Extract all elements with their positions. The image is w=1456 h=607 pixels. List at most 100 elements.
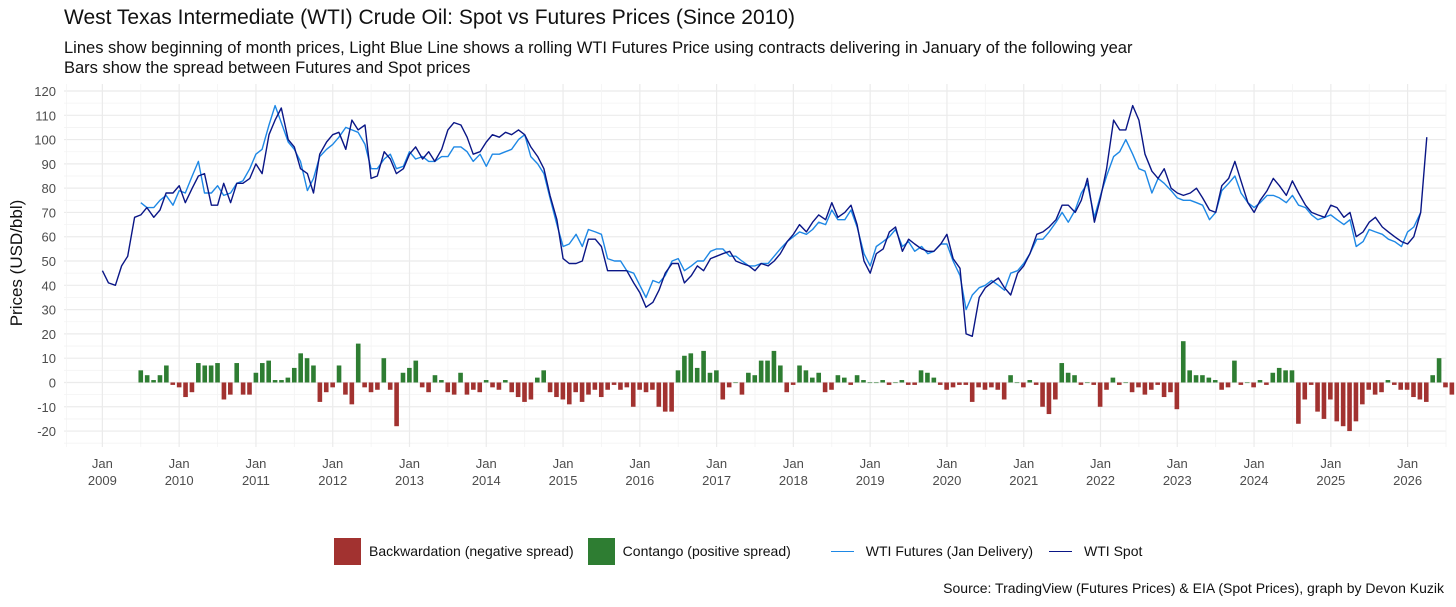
contango-bar [157, 375, 163, 383]
contango-bar [1276, 367, 1282, 383]
x-tick-year: 2024 [1240, 473, 1269, 488]
backwardation-bar [1340, 382, 1346, 427]
backwardation-bar [554, 382, 559, 398]
contango-bar [707, 372, 713, 383]
backwardation-bar [643, 382, 649, 393]
backwardation-bar [464, 382, 470, 395]
contango-bar [771, 350, 777, 383]
x-tick-month: Jan [1013, 456, 1034, 471]
backwardation-bar [598, 382, 604, 398]
backwardation-bar [912, 382, 917, 385]
legend-item-futures: WTI Futures (Jan Delivery) [829, 538, 1033, 565]
x-tick-year: 2011 [242, 473, 270, 488]
contango-bar [1430, 375, 1435, 383]
contango-bar [1027, 380, 1033, 383]
contango-bar [215, 363, 220, 383]
contango-bar [714, 370, 719, 383]
x-tick-year: 2017 [702, 473, 731, 488]
backwardation-bar [1053, 382, 1058, 400]
y-tick-label: -20 [37, 424, 56, 439]
contango-bar [1085, 382, 1090, 384]
backwardation-bar [1142, 382, 1148, 395]
contango-bar [1212, 380, 1218, 383]
x-tick-month: Jan [169, 456, 190, 471]
backwardation-bar [611, 382, 617, 385]
x-tick-year: 2013 [395, 473, 424, 488]
x-tick-year: 2023 [1163, 473, 1192, 488]
backwardation-bar [330, 382, 335, 388]
backwardation-bar [618, 382, 623, 390]
backwardation-bar [989, 382, 994, 388]
backwardation-bar [349, 382, 355, 405]
y-tick-label: 0 [49, 375, 56, 390]
contango-bar [925, 372, 930, 383]
y-tick-label: 50 [42, 254, 56, 269]
backwardation-bar [1347, 382, 1352, 432]
subtitle-line-2: Bars show the spread between Futures and… [64, 59, 471, 77]
backwardation-bar [362, 382, 367, 388]
x-tick-month: Jan [399, 456, 420, 471]
backwardation-bar [950, 382, 956, 388]
x-tick-month: Jan [936, 456, 957, 471]
backwardation-bar [592, 382, 598, 390]
contango-bar [1187, 370, 1192, 383]
backwardation-bar [1366, 382, 1372, 390]
backwardation-bar [1296, 382, 1301, 424]
backwardation-bar [490, 382, 495, 388]
contango-bar [1232, 360, 1237, 383]
backwardation-bar [566, 382, 572, 405]
subtitle-line-1: Lines show beginning of month prices, Li… [64, 39, 1133, 57]
backwardation-bar [822, 382, 828, 393]
x-tick-year: 2020 [932, 473, 961, 488]
legend-label-spot: WTI Spot [1084, 543, 1143, 559]
contango-bar [458, 372, 463, 383]
backwardation-bar [669, 382, 674, 412]
backwardation-bar [637, 382, 642, 390]
backwardation-bar [1097, 382, 1103, 407]
contango-bar [1110, 377, 1116, 383]
backwardation-bar [515, 382, 521, 398]
contango-bar [381, 358, 387, 383]
backwardation-bar [790, 382, 796, 385]
backwardation-bar [982, 382, 988, 390]
chart-title: West Texas Intermediate (WTI) Crude Oil:… [64, 6, 795, 29]
contango-bar [432, 375, 438, 383]
backwardation-bar [624, 382, 630, 388]
backwardation-bar [1423, 382, 1429, 402]
backwardation-bar [317, 382, 323, 402]
x-tick-year: 2015 [549, 473, 578, 488]
contango-bar [694, 367, 700, 383]
backwardation-bar [1116, 382, 1122, 385]
backwardation-bar [183, 382, 188, 398]
backwardation-bar [471, 382, 476, 390]
x-tick-month: Jan [860, 456, 881, 471]
backwardation-bar [605, 382, 610, 390]
x-tick-year: 2012 [318, 473, 347, 488]
backwardation-bar [547, 382, 553, 393]
backwardation-bar [650, 382, 655, 390]
contango-bar [407, 367, 412, 383]
backwardation-bar [1308, 382, 1314, 385]
legend-item-contango: Contango (positive spread) [587, 537, 791, 565]
backwardation-bar [1219, 382, 1224, 390]
backwardation-bar [1264, 382, 1269, 385]
x-tick-month: Jan [1167, 456, 1188, 471]
backwardation-bar [1174, 382, 1180, 410]
contango-bar [803, 370, 809, 383]
backwardation-bar [1104, 382, 1109, 390]
backwardation-bar [394, 382, 399, 427]
contango-bar [816, 372, 822, 383]
backwardation-swatch [334, 537, 361, 565]
contango-bar [867, 382, 873, 384]
source-caption: Source: TradingView (Futures Prices) & E… [943, 580, 1444, 596]
contango-bar [336, 365, 342, 383]
contango-bar [234, 363, 240, 383]
backwardation-bar [1033, 382, 1039, 385]
backwardation-bar [1404, 382, 1410, 390]
backwardation-bar [1417, 382, 1423, 400]
contango-bar [880, 380, 885, 383]
contango-bar [151, 380, 156, 383]
backwardation-bar [1379, 382, 1384, 393]
contango-bar [272, 380, 278, 383]
contango-bar [1436, 358, 1442, 383]
